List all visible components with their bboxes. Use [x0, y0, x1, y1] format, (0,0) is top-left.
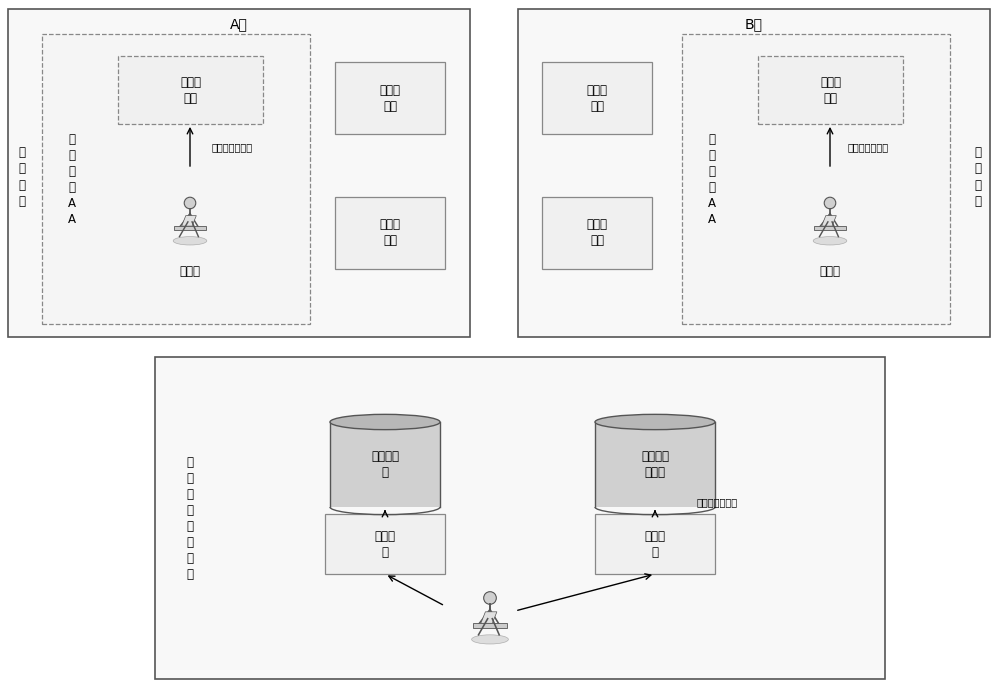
- Text: B域: B域: [745, 17, 763, 31]
- Text: 属
性
统
一
定
义
机
构: 属 性 统 一 定 义 机 构: [186, 457, 194, 582]
- Ellipse shape: [595, 414, 715, 430]
- Text: 管理员: 管理员: [180, 265, 200, 278]
- Bar: [814, 226, 846, 230]
- Circle shape: [484, 592, 496, 604]
- Ellipse shape: [472, 635, 508, 644]
- Ellipse shape: [330, 414, 440, 430]
- Bar: [155, 357, 885, 679]
- Text: 管理员: 管理员: [820, 265, 841, 278]
- Bar: [542, 197, 652, 269]
- Bar: [174, 226, 206, 230]
- Text: 客户端
用户: 客户端 用户: [586, 218, 608, 247]
- Text: 客户端
用户: 客户端 用户: [380, 218, 401, 247]
- Bar: [518, 9, 990, 337]
- Text: 属性证
书库: 属性证 书库: [820, 76, 841, 105]
- Bar: [335, 62, 445, 134]
- Text: 属性定义
库: 属性定义 库: [371, 450, 399, 479]
- Bar: [8, 9, 470, 337]
- Ellipse shape: [173, 236, 207, 245]
- Polygon shape: [822, 216, 836, 226]
- Polygon shape: [182, 216, 196, 226]
- Text: A域: A域: [230, 17, 248, 31]
- Text: 证书服
务: 证书服 务: [644, 530, 666, 559]
- Text: 属性定
义: 属性定 义: [374, 530, 396, 559]
- Bar: [542, 62, 652, 134]
- Bar: [758, 56, 903, 124]
- Bar: [118, 56, 263, 124]
- Polygon shape: [481, 612, 497, 624]
- Text: 发布、撤销证书: 发布、撤销证书: [847, 142, 889, 152]
- Bar: [325, 514, 445, 574]
- Text: 存储、撤销证书: 存储、撤销证书: [696, 497, 738, 507]
- Text: 匿
名
认
证: 匿 名 认 证: [974, 147, 981, 207]
- Text: 匿
名
认
证: 匿 名 认 证: [18, 147, 26, 207]
- Bar: [682, 34, 950, 324]
- Bar: [335, 197, 445, 269]
- Ellipse shape: [813, 236, 847, 245]
- Circle shape: [824, 197, 836, 209]
- Bar: [330, 422, 440, 507]
- Text: 公钥证书
数据库: 公钥证书 数据库: [641, 450, 669, 479]
- Text: 属性证
书库: 属性证 书库: [180, 76, 201, 105]
- Text: 服务提
供方: 服务提 供方: [586, 83, 608, 112]
- Bar: [595, 422, 715, 507]
- Bar: [42, 34, 310, 324]
- Text: 发布、撤销证书: 发布、撤销证书: [211, 142, 253, 152]
- Bar: [595, 514, 715, 574]
- Text: 属
性
权
威
A
A: 属 性 权 威 A A: [708, 132, 716, 225]
- Text: 属
性
权
威
A
A: 属 性 权 威 A A: [68, 132, 76, 225]
- Text: 服务提
供方: 服务提 供方: [380, 83, 401, 112]
- Bar: [473, 624, 507, 628]
- Circle shape: [184, 197, 196, 209]
